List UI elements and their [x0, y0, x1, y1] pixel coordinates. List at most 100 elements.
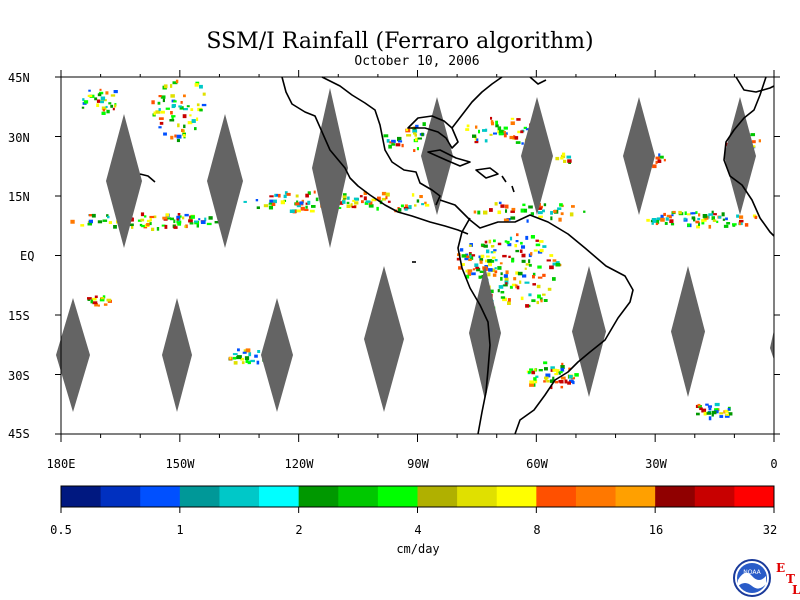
rain-pixel — [159, 121, 164, 125]
rain-pixel — [690, 212, 694, 215]
rain-pixel — [248, 352, 252, 357]
rain-pixel — [467, 272, 472, 276]
rain-pixel — [702, 218, 707, 222]
rain-pixel — [413, 132, 417, 135]
rain-pixel — [352, 199, 355, 202]
rain-pixel — [500, 291, 505, 294]
rain-pixel — [149, 215, 155, 219]
colorbar-swatch — [734, 486, 775, 507]
rain-pixel — [256, 360, 260, 365]
rain-pixel — [404, 204, 408, 208]
lat-label: EQ — [20, 249, 34, 263]
rain-pixel — [157, 101, 161, 105]
rain-pixel — [538, 211, 543, 215]
rain-pixel — [162, 216, 168, 220]
cuba — [427, 149, 471, 167]
rain-pixel — [663, 158, 666, 162]
rain-pixel — [489, 133, 493, 136]
colorbar-swatch — [61, 486, 102, 507]
rain-pixel — [386, 139, 390, 143]
rain-pixel — [296, 209, 301, 213]
rain-pixel — [371, 198, 376, 202]
rain-pixel — [708, 416, 712, 421]
florida-coast — [407, 115, 459, 149]
rain-pixel — [368, 204, 374, 208]
rain-pixel — [540, 299, 543, 303]
lat-axis: 45N 30N 15N EQ 15S 30S 45S — [8, 71, 34, 441]
rain-pixel — [701, 221, 705, 225]
rain-pixel — [708, 224, 712, 229]
rain-pixel — [516, 118, 521, 121]
rain-pixel — [87, 94, 93, 98]
rain-pixel — [497, 266, 502, 270]
rain-pixel — [91, 213, 96, 218]
rain-pixel — [539, 248, 544, 253]
rain-pixel — [214, 221, 219, 224]
rain-pixel — [141, 224, 145, 228]
rain-pixel — [549, 379, 555, 383]
rain-pixel — [552, 277, 556, 281]
swath-gap — [724, 97, 756, 215]
rain-pixel — [739, 219, 744, 223]
rain-pixel — [415, 124, 419, 128]
map-area — [56, 76, 775, 435]
rain-pixel — [655, 160, 658, 164]
rain-pixel — [687, 223, 690, 227]
rain-pixel — [189, 114, 192, 117]
rain-pixel — [659, 155, 664, 159]
rain-pixel — [704, 216, 709, 220]
rain-pixel — [503, 133, 507, 138]
rain-pixel — [487, 263, 493, 267]
rain-pixel — [137, 219, 142, 222]
rain-pixel — [519, 249, 523, 253]
rain-pixel — [414, 133, 418, 137]
rain-pixel — [106, 109, 110, 114]
africa-coast — [723, 76, 775, 237]
rain-pixel — [522, 274, 527, 278]
rain-pixel — [199, 108, 203, 112]
rain-pixel — [466, 255, 470, 259]
rain-pixel — [754, 215, 758, 220]
rain-pixel — [543, 203, 547, 207]
rain-pixel — [161, 224, 166, 227]
rain-pixel — [495, 120, 499, 125]
rain-pixel — [130, 217, 134, 222]
rain-pixel — [483, 210, 488, 215]
hawaii — [139, 173, 156, 183]
rain-pixel — [657, 159, 662, 163]
rain-pixel — [190, 215, 195, 219]
rain-pixel — [549, 254, 554, 257]
rain-pixel — [359, 195, 363, 198]
rain-pixel — [714, 402, 720, 407]
rain-pixel — [670, 223, 675, 226]
rain-pixel — [406, 134, 412, 137]
colorbar-swatch — [457, 486, 498, 507]
rain-pixel — [169, 119, 175, 122]
rain-pixel — [513, 277, 517, 281]
rain-pixel — [524, 281, 530, 284]
rain-pixel — [524, 208, 528, 213]
atlantic-us-coast — [451, 76, 503, 129]
rain-pixel — [550, 216, 553, 221]
rain-pixel — [563, 159, 567, 163]
rain-pixel — [517, 130, 520, 134]
rain-pixel — [196, 223, 200, 228]
rain-pixel — [646, 218, 650, 222]
rain-pixel — [183, 136, 186, 139]
rain-pixel — [530, 235, 535, 239]
rain-pixel — [244, 356, 250, 360]
rain-pixel — [505, 270, 509, 275]
rain-pixel — [182, 216, 185, 220]
rain-pixel — [750, 133, 756, 137]
rain-pixel — [552, 259, 557, 262]
rain-pixel — [101, 111, 106, 115]
rain-pixel — [363, 191, 368, 195]
rain-pixel — [106, 298, 112, 302]
rain-pixel — [191, 119, 196, 123]
rain-pixel — [296, 204, 301, 208]
etl-letter-t: T — [786, 572, 795, 586]
rain-pixel — [490, 245, 495, 248]
rain-pixel — [497, 210, 502, 215]
rain-pixel — [162, 98, 165, 103]
